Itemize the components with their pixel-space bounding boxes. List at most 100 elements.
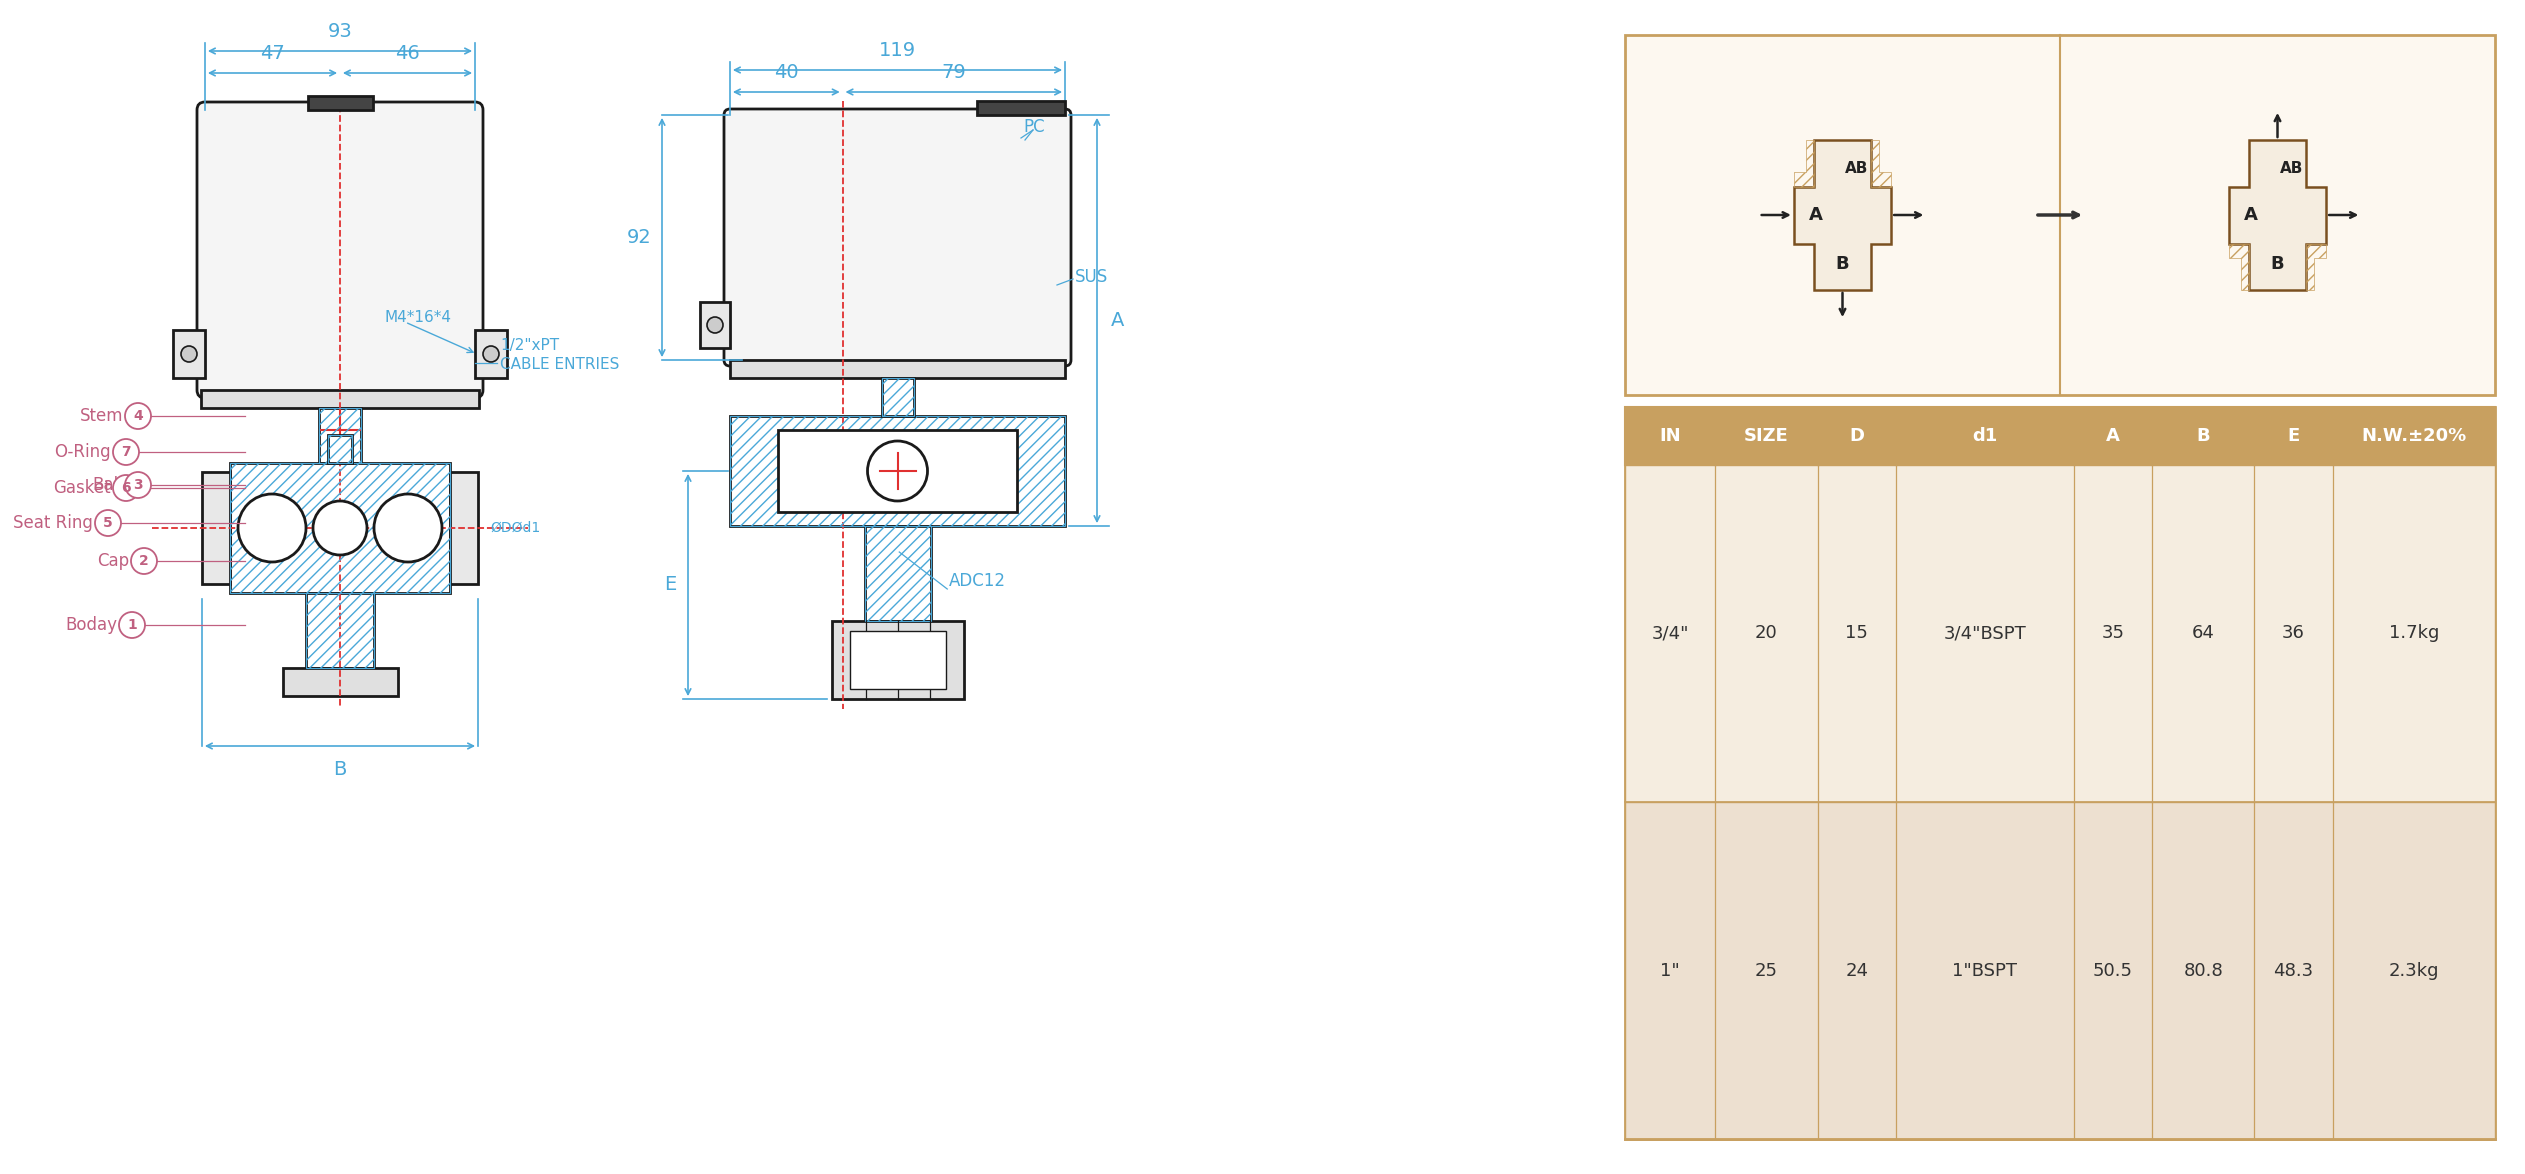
Bar: [318, 409, 361, 463]
Text: 40: 40: [775, 63, 798, 82]
Text: 119: 119: [879, 41, 917, 60]
Text: 1"BSPT: 1"BSPT: [1952, 962, 2017, 979]
Bar: [202, 472, 230, 583]
Bar: [881, 378, 914, 416]
Circle shape: [96, 510, 121, 537]
Text: 3: 3: [134, 478, 144, 492]
Text: 20: 20: [1755, 625, 1778, 642]
Circle shape: [237, 494, 306, 562]
Circle shape: [482, 346, 500, 362]
Bar: [977, 101, 1066, 115]
Text: A: A: [1111, 311, 1124, 330]
Circle shape: [131, 548, 157, 574]
Text: 36: 36: [2283, 625, 2305, 642]
Polygon shape: [2230, 140, 2326, 290]
Text: B: B: [1836, 255, 1848, 272]
Bar: [1626, 802, 2495, 1139]
Text: Stem: Stem: [78, 407, 124, 425]
Text: Ball: Ball: [93, 475, 124, 494]
Text: ØDØd1: ØDØd1: [490, 521, 540, 535]
Text: SIZE: SIZE: [1745, 427, 1788, 445]
Bar: [174, 330, 205, 378]
Text: 47: 47: [260, 43, 285, 63]
Text: E: E: [2288, 427, 2300, 445]
Text: ADC12: ADC12: [949, 572, 1007, 591]
Text: A: A: [1808, 205, 1823, 224]
Text: d1: d1: [1972, 427, 1997, 445]
Text: B: B: [2197, 427, 2209, 445]
Bar: [230, 463, 449, 593]
Text: D: D: [1848, 427, 1863, 445]
Text: 1.7kg: 1.7kg: [2389, 625, 2439, 642]
Bar: [328, 436, 351, 463]
Text: E: E: [664, 575, 677, 594]
Text: 5: 5: [104, 517, 114, 529]
Text: PC: PC: [1023, 119, 1045, 136]
Text: 1": 1": [1661, 962, 1679, 979]
Text: AB: AB: [2280, 161, 2303, 176]
Text: 50.5: 50.5: [2093, 962, 2134, 979]
Circle shape: [119, 612, 144, 637]
Text: M4*16*4: M4*16*4: [384, 310, 452, 325]
Circle shape: [374, 494, 442, 562]
Bar: [308, 96, 374, 110]
Text: Boday: Boday: [66, 616, 116, 634]
Bar: [730, 416, 1066, 526]
Bar: [864, 526, 932, 621]
Bar: [306, 593, 374, 668]
Text: 25: 25: [1755, 962, 1778, 979]
Bar: [699, 302, 730, 348]
Text: 3/4"BSPT: 3/4"BSPT: [1944, 625, 2025, 642]
Text: 2.3kg: 2.3kg: [2389, 962, 2439, 979]
Text: 15: 15: [1846, 625, 1868, 642]
Circle shape: [869, 441, 927, 501]
Text: B: B: [2270, 255, 2285, 272]
Text: 7: 7: [121, 445, 131, 459]
Text: 93: 93: [328, 22, 354, 41]
Circle shape: [126, 403, 152, 429]
Circle shape: [126, 472, 152, 498]
Text: 24: 24: [1846, 962, 1868, 979]
Bar: [1626, 407, 2495, 465]
Bar: [318, 409, 361, 463]
Text: Cap: Cap: [96, 552, 129, 571]
Bar: [881, 378, 914, 416]
Bar: [1626, 35, 2495, 394]
Text: N.W.±20%: N.W.±20%: [2361, 427, 2467, 445]
Bar: [1626, 407, 2495, 1139]
Bar: [831, 621, 965, 699]
Bar: [848, 630, 944, 689]
Text: AB: AB: [1846, 161, 1868, 176]
Bar: [864, 526, 932, 621]
FancyBboxPatch shape: [197, 102, 482, 398]
Text: Seat Ring: Seat Ring: [13, 514, 93, 532]
Text: A: A: [2245, 205, 2257, 224]
Text: 1/2"xPT
CABLE ENTRIES: 1/2"xPT CABLE ENTRIES: [500, 338, 619, 372]
Circle shape: [114, 475, 139, 501]
Text: SUS: SUS: [1076, 268, 1108, 286]
Text: B: B: [333, 760, 346, 780]
Bar: [202, 390, 480, 409]
Bar: [230, 463, 449, 593]
Text: 3/4": 3/4": [1651, 625, 1689, 642]
Bar: [328, 436, 351, 463]
Text: 2: 2: [139, 554, 149, 568]
Text: 1: 1: [126, 618, 136, 632]
Text: 46: 46: [394, 43, 419, 63]
Text: 48.3: 48.3: [2272, 962, 2313, 979]
Text: O-Ring: O-Ring: [56, 443, 111, 461]
Text: 35: 35: [2101, 625, 2124, 642]
Bar: [283, 668, 396, 696]
Bar: [778, 430, 1018, 512]
Text: Gasket: Gasket: [53, 479, 111, 497]
Text: 64: 64: [2192, 625, 2214, 642]
Bar: [475, 330, 508, 378]
Text: 79: 79: [942, 63, 967, 82]
Bar: [306, 593, 374, 668]
Text: A: A: [2106, 427, 2121, 445]
Bar: [730, 416, 1066, 526]
Text: 92: 92: [626, 228, 651, 247]
Bar: [1626, 465, 2495, 802]
Bar: [730, 360, 1066, 378]
Circle shape: [182, 346, 197, 362]
